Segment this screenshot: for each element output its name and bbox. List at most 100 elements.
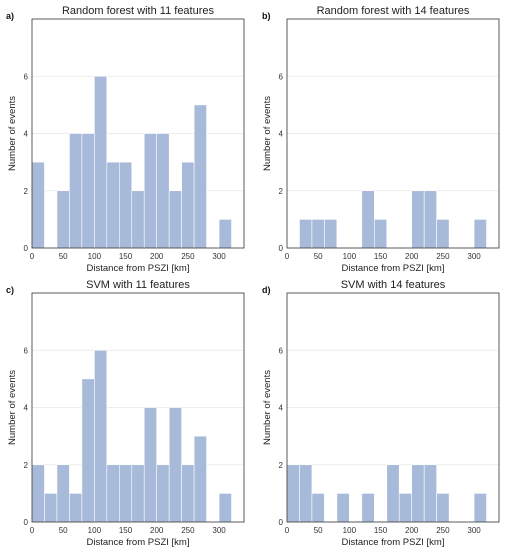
chart-title: SVM with 14 features [341,279,446,291]
x-tick-label: 50 [59,252,68,261]
x-tick-label: 300 [467,252,481,261]
histogram-bar [473,493,487,523]
y-axis-label: Number of events [7,96,18,171]
histogram-bar [118,464,133,523]
histogram-bar [324,219,338,249]
chart-panel-3: 0 50 100 150 200 250 300 0 2 4 6 SVM with 11 featur… [6,279,245,548]
x-tick-label: 150 [119,526,133,535]
histogram-bar [94,75,108,249]
x-tick-label: 100 [88,252,102,261]
histogram-bar [44,493,58,523]
histogram-bar [31,464,45,523]
y-tick-label: 0 [279,244,284,253]
chart-title: SVM with 11 features [86,279,190,291]
x-tick-label: 50 [59,526,68,535]
x-axis-label: Distance from PSZI [km] [87,537,190,548]
y-tick-label: 0 [24,518,29,527]
histogram-bar [156,464,170,523]
y-tick-label: 4 [279,404,284,413]
histogram-bar [143,133,158,249]
x-tick-label: 0 [30,526,35,535]
histogram-bar [386,464,400,523]
histogram-bar [311,219,325,249]
histogram-bar [423,464,437,523]
y-tick-label: 0 [279,518,284,527]
histogram-bar [373,219,388,249]
histogram-bar [106,464,120,523]
histogram-bar [286,464,300,523]
histogram-bar [131,190,145,249]
histogram-bar [143,407,158,523]
y-tick-label: 2 [24,461,29,470]
x-tick-label: 0 [285,526,290,535]
y-tick-label: 2 [24,187,29,196]
plot-frame [286,292,500,523]
histogram-bar [193,435,207,523]
panel-label: a) [6,11,14,21]
x-axis-label: Distance from PSZI [km] [342,263,445,274]
histogram-bar [436,219,450,249]
y-tick-label: 4 [279,130,284,139]
x-tick-label: 50 [314,526,323,535]
x-tick-label: 300 [467,526,481,535]
x-tick-label: 100 [88,526,102,535]
plot-frame [31,292,245,523]
y-tick-label: 6 [24,346,29,355]
histogram-bar [181,464,195,523]
histogram-bar [311,493,325,523]
y-tick-label: 4 [24,130,29,139]
histogram-bar [118,161,133,249]
panel-label: d) [262,285,271,295]
x-tick-label: 250 [181,252,195,261]
histogram-bar [156,133,170,249]
histogram-bar [69,493,83,523]
y-tick-label: 2 [279,461,284,470]
histogram-bar [94,349,108,523]
histogram-bar [361,493,375,523]
x-tick-label: 300 [212,526,226,535]
panel-label: c) [6,285,14,295]
chart-title: Random forest with 11 features [62,5,215,17]
x-tick-label: 250 [436,526,450,535]
x-axis-label: Distance from PSZI [km] [87,263,190,274]
x-axis-label: Distance from PSZI [km] [342,537,445,548]
y-axis-label: Number of events [262,370,273,445]
x-tick-label: 200 [150,526,164,535]
histogram-bar [436,493,450,523]
histogram-bar [299,219,313,249]
x-tick-label: 150 [119,252,133,261]
chart-panel-2: 0 50 100 150 200 250 300 0 2 4 6 Random forest with… [262,5,500,274]
histogram-bar [411,464,425,523]
x-tick-label: 250 [181,526,195,535]
histogram-bar [411,190,425,249]
histogram-bar [56,464,70,523]
x-tick-label: 0 [285,252,290,261]
x-tick-label: 0 [30,252,35,261]
x-tick-label: 300 [212,252,226,261]
x-tick-label: 200 [405,526,419,535]
histogram-bar [168,407,182,523]
x-tick-label: 150 [374,526,388,535]
histogram-bar [31,161,45,249]
histogram-bar [168,190,182,249]
y-axis-label: Number of events [262,96,273,171]
histogram-bar [398,493,413,523]
y-tick-label: 2 [279,187,284,196]
chart-panel-1: 0 50 100 150 200 250 300 0 2 4 6 Random forest with… [6,5,245,274]
x-tick-label: 100 [343,526,357,535]
histogram-bar [299,464,313,523]
y-tick-label: 6 [24,72,29,81]
y-tick-label: 0 [24,244,29,253]
histogram-bar [106,161,120,249]
histogram-bar [181,161,195,249]
histogram-bar [131,464,145,523]
histogram-bar [56,190,70,249]
chart-panel-4: 0 50 100 150 200 250 300 0 2 4 6 SVM with 14 featur… [262,279,500,548]
histogram-bar [193,104,207,249]
histogram-bar [361,190,375,249]
chart-title: Random forest with 14 features [317,5,470,17]
y-axis-label: Number of events [7,370,18,445]
histogram-bar [423,190,437,249]
histogram-bar [473,219,487,249]
